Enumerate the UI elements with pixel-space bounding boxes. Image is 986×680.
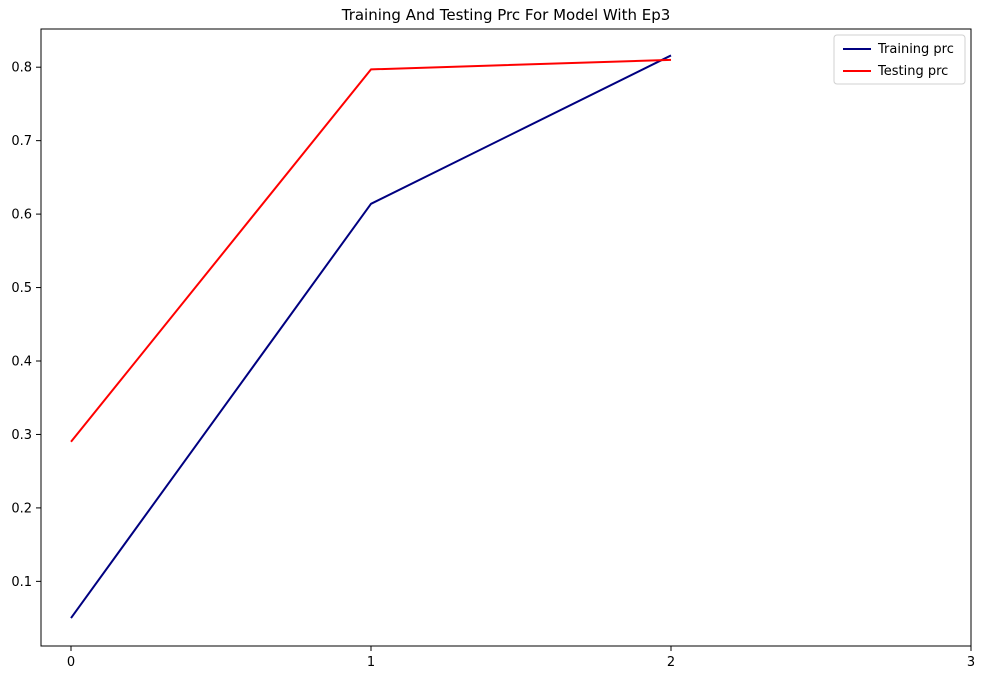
legend-label-testing: Testing prc <box>877 64 948 79</box>
series-line-training <box>70 54 672 619</box>
legend: Training prc Testing prc <box>833 34 966 85</box>
x-tick-label-1: 1 <box>367 655 375 670</box>
y-tick-label-3: 0.4 <box>11 355 32 370</box>
series-layer <box>70 54 672 619</box>
legend-label-training: Training prc <box>877 42 954 57</box>
y-tick-label-7: 0.8 <box>11 61 32 76</box>
x-tick-label-0: 0 <box>67 655 75 670</box>
chart-title: Training And Testing Prc For Model With … <box>341 6 671 24</box>
x-tick-label-2: 2 <box>667 655 675 670</box>
y-axis: 0.1 0.2 0.3 0.4 0.5 0.6 0.7 0.8 <box>11 61 41 590</box>
plot-area <box>40 28 972 647</box>
y-tick-label-1: 0.2 <box>11 501 32 516</box>
y-tick-label-5: 0.6 <box>11 208 32 223</box>
y-tick-label-6: 0.7 <box>11 134 32 149</box>
y-tick-label-4: 0.5 <box>11 281 32 296</box>
series-line-testing <box>70 58 672 443</box>
y-tick-label-2: 0.3 <box>11 428 32 443</box>
y-tick-label-0: 0.1 <box>11 575 32 590</box>
x-axis: 0 1 2 3 <box>67 646 975 670</box>
x-tick-label-3: 3 <box>967 655 975 670</box>
